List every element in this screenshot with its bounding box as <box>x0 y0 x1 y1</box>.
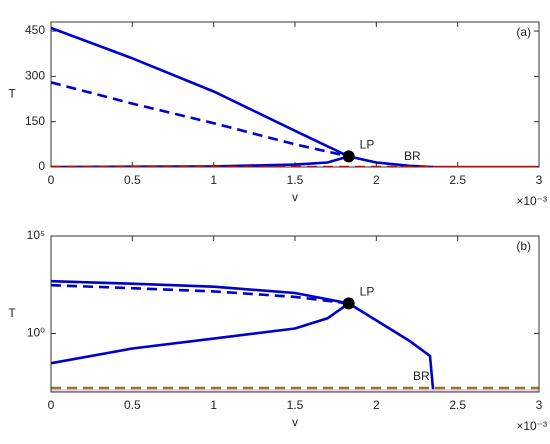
x-tick-label: 2.5 <box>449 398 466 412</box>
x-tick-label: 0 <box>48 398 55 412</box>
panel-label: (a) <box>516 25 531 39</box>
annotation: BR <box>413 369 430 383</box>
panel-label: (b) <box>516 239 531 253</box>
x-tick-label: 2.5 <box>449 173 466 187</box>
series-line <box>51 283 349 305</box>
point-label: LP <box>360 285 375 299</box>
y-axis-label: T <box>8 306 16 320</box>
x-tick-label: 2 <box>373 398 380 412</box>
series-line <box>51 81 349 158</box>
series-line <box>51 26 434 167</box>
x-axis-label: v <box>292 190 298 204</box>
plot-area <box>51 22 539 167</box>
x-tick-label: 0 <box>48 173 55 187</box>
y-tick-label: 450 <box>25 23 45 37</box>
axes-frame <box>50 235 540 393</box>
y-tick-label: 10⁰ <box>27 326 45 340</box>
x-multiplier: ×10⁻³ <box>516 194 547 208</box>
y-tick-label: 10⁵ <box>27 228 45 242</box>
axes-frame <box>50 21 540 168</box>
y-tick-label: 150 <box>25 114 45 128</box>
x-tick-label: 3 <box>536 398 543 412</box>
x-tick-label: 0.5 <box>124 398 141 412</box>
x-tick-label: 1.5 <box>287 398 304 412</box>
x-tick-label: 0.5 <box>124 173 141 187</box>
y-tick-label: 0 <box>38 159 45 173</box>
annotation: BR <box>404 149 421 163</box>
x-multiplier: ×10⁻³ <box>516 419 547 433</box>
bifurcation-point <box>342 150 355 163</box>
y-tick-label: 300 <box>25 69 45 83</box>
x-tick-label: 2 <box>373 173 380 187</box>
point-label: LP <box>360 138 375 152</box>
x-tick-label: 1.5 <box>287 173 304 187</box>
x-tick-label: 3 <box>536 173 543 187</box>
x-tick-label: 1 <box>210 173 217 187</box>
x-tick-label: 1 <box>210 398 217 412</box>
bifurcation-point <box>342 297 355 310</box>
series-line <box>51 302 350 365</box>
plot-area <box>51 236 539 392</box>
x-axis-label: v <box>292 415 298 429</box>
y-axis-label: T <box>8 87 16 101</box>
